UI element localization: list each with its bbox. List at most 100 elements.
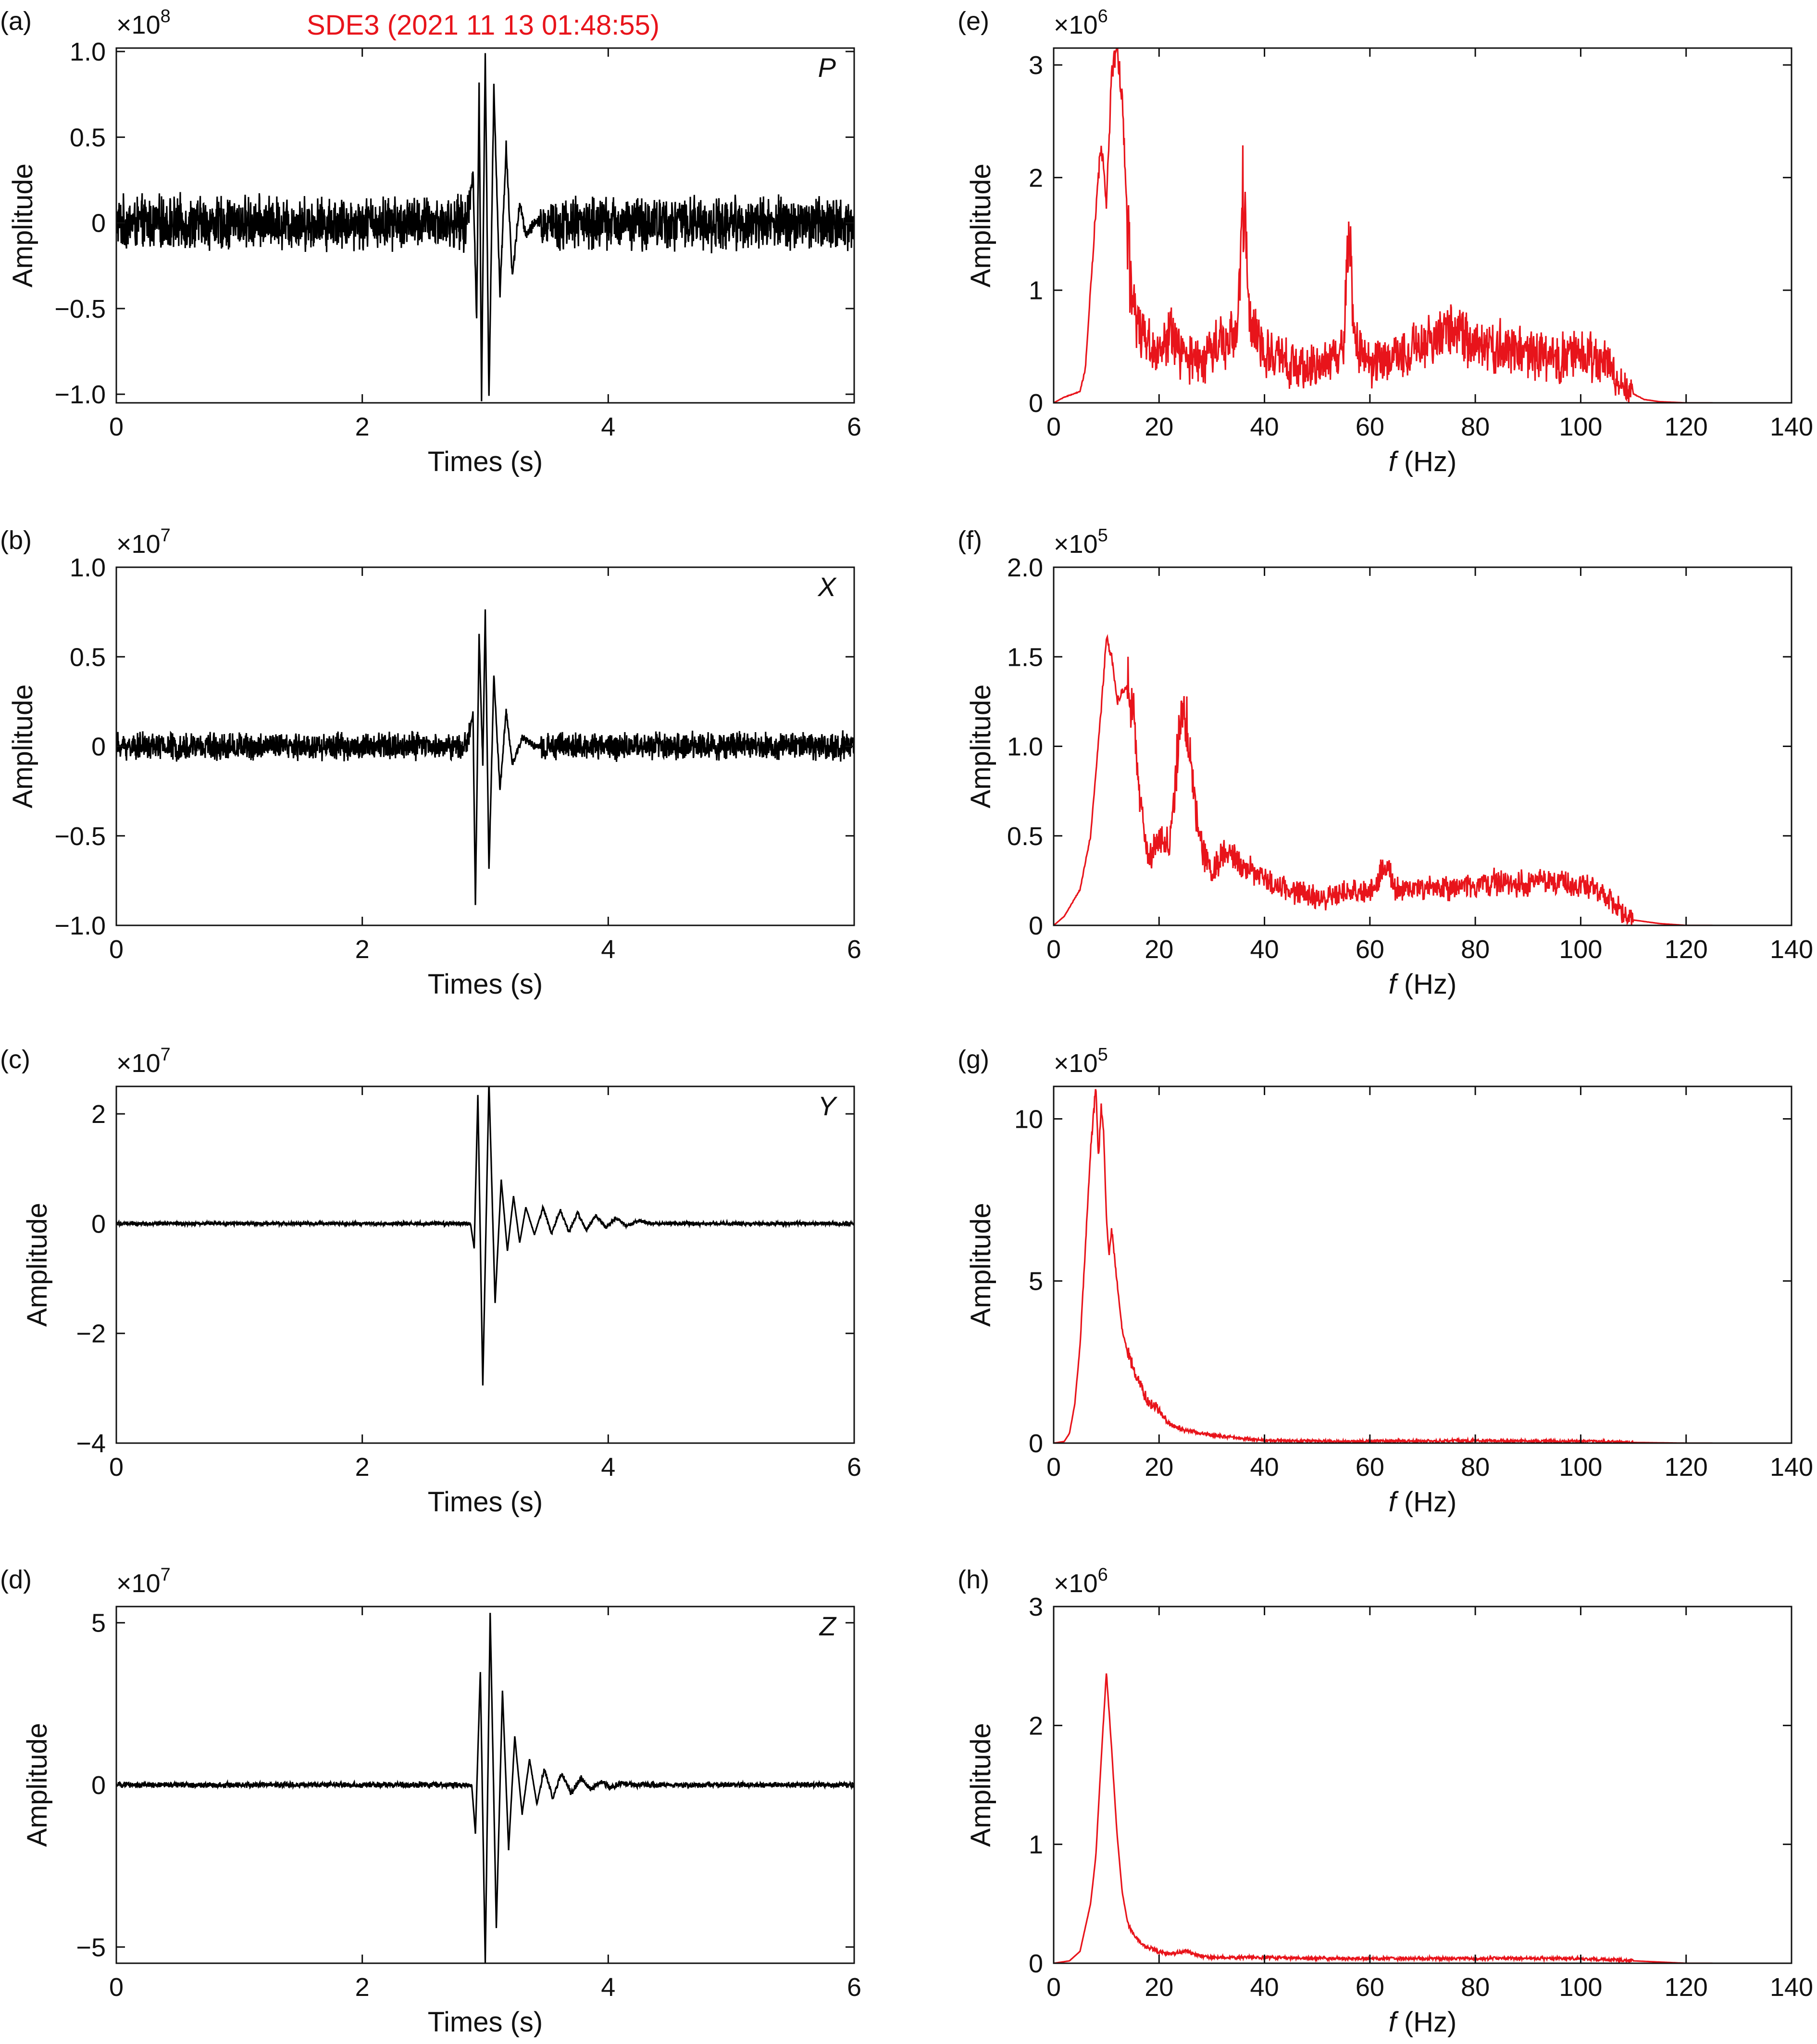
x-tick-label: 80 (1461, 412, 1490, 441)
channel-label: P (818, 52, 836, 83)
panel-e: 0 20 40 60 80 100 120 140 0 1 2 3 f (Hz) Amplitude ×10… (958, 6, 1813, 477)
y-tick-label: 0 (1029, 1949, 1043, 1978)
x-tick-label: 20 (1145, 1453, 1173, 1482)
y-tick-label: 2 (91, 1100, 106, 1129)
y-tick-label: −0.5 (54, 822, 106, 851)
y-tick-label: 3 (1029, 51, 1043, 80)
y-tick-label: 0 (91, 1209, 106, 1238)
panel-label: (f) (958, 526, 982, 555)
x-tick-label: 0 (109, 1453, 124, 1482)
x-tick-label: 140 (1770, 1453, 1813, 1482)
y-tick-label: 1.0 (70, 553, 106, 582)
x-tick-label: 100 (1559, 1453, 1602, 1482)
axis-multiplier: ×107 (116, 1045, 171, 1078)
x-axis-label: f (Hz) (1389, 2007, 1457, 2038)
plot-frame (1053, 1085, 1792, 1444)
x-tick-label: 40 (1250, 935, 1279, 964)
x-tick-label: 120 (1665, 935, 1708, 964)
y-tick-label: 0 (1029, 389, 1043, 418)
x-tick-label: 100 (1559, 412, 1602, 441)
x-axis-label: Times (s) (428, 969, 543, 1000)
y-tick-label: 1.0 (1007, 733, 1043, 761)
y-axis-label: Amplitude (965, 1723, 996, 1847)
panel-b: 0 2 4 6 −1.0 −0.5 0 0.5 1.0 Times (s) Amplitude ×10… (0, 525, 861, 1000)
x-tick-label: 0 (1046, 1973, 1061, 2002)
y-tick-label: −5 (76, 1933, 106, 1962)
y-tick-label: 3 (1029, 1593, 1043, 1621)
y-tick-label: 2 (1029, 163, 1043, 192)
x-tick-label: 100 (1559, 935, 1602, 964)
plot-frame (1053, 566, 1792, 926)
x-tick-label: 80 (1461, 1453, 1490, 1482)
x-axis-label: Times (s) (428, 446, 543, 477)
panel-label: (g) (958, 1045, 989, 1074)
x-tick-label: 2 (355, 935, 370, 964)
x-tick-label: 60 (1356, 412, 1384, 441)
y-axis-label: Amplitude (22, 1723, 53, 1847)
x-tick-label: 4 (601, 1973, 615, 2002)
y-tick-label: 0 (91, 209, 106, 238)
y-tick-label: 10 (1014, 1105, 1043, 1134)
x-tick-label: 120 (1665, 1453, 1708, 1482)
y-axis-label: Amplitude (965, 1203, 996, 1327)
x-axis-label: f (Hz) (1389, 1486, 1457, 1518)
y-tick-label: −1.0 (54, 911, 106, 940)
panel-label: (b) (0, 526, 32, 555)
x-tick-label: 4 (601, 412, 615, 441)
panel-label: (d) (0, 1565, 32, 1594)
series-line (1054, 1089, 1713, 1443)
axis-multiplier: ×107 (116, 525, 171, 559)
x-tick-label: 60 (1356, 1453, 1384, 1482)
series-line (116, 1613, 854, 1963)
y-tick-label: 0 (1029, 911, 1043, 940)
axis-multiplier: ×108 (116, 6, 171, 39)
x-tick-label: 0 (109, 1973, 124, 2002)
series-line (1054, 48, 1713, 403)
plot-frame (115, 47, 855, 404)
x-tick-label: 60 (1356, 935, 1384, 964)
x-tick-label: 6 (847, 1973, 861, 2002)
x-tick-label: 80 (1461, 1973, 1490, 2002)
x-tick-label: 140 (1770, 935, 1813, 964)
x-tick-label: 4 (601, 1453, 615, 1482)
y-axis-label: Amplitude (965, 685, 996, 809)
plot-frame (1053, 1606, 1792, 1964)
y-tick-label: −1.0 (54, 380, 106, 409)
x-tick-label: 20 (1145, 1973, 1173, 2002)
panel-g: 0 20 40 60 80 100 120 140 0 5 10 f (Hz) Amplitude ×10… (958, 1045, 1813, 1518)
y-tick-label: −2 (76, 1320, 106, 1348)
x-tick-label: 2 (355, 1453, 370, 1482)
y-tick-label: 0 (91, 733, 106, 761)
y-tick-label: 5 (1029, 1267, 1043, 1296)
y-tick-label: 1 (1029, 276, 1043, 305)
x-tick-label: 100 (1559, 1973, 1602, 2002)
y-axis-label: Amplitude (22, 1203, 53, 1327)
figure-title: SDE3 (2021 11 13 01:48:55) (307, 10, 660, 41)
x-tick-label: 60 (1356, 1973, 1384, 2002)
channel-label: Y (818, 1091, 838, 1121)
panel-h: 0 20 40 60 80 100 120 140 0 1 2 3 f (Hz) Amplitude ×10… (958, 1565, 1813, 2038)
y-tick-label: 0.5 (70, 123, 106, 152)
x-tick-label: 40 (1250, 412, 1279, 441)
channel-label: Z (819, 1611, 837, 1641)
x-tick-label: 20 (1145, 935, 1173, 964)
y-tick-label: 0.5 (1007, 822, 1043, 851)
x-tick-label: 6 (847, 412, 861, 441)
series-line (116, 53, 854, 401)
axis-multiplier: ×106 (1054, 6, 1108, 39)
panel-label: (c) (0, 1045, 30, 1074)
x-tick-label: 4 (601, 935, 615, 964)
panels-group: 0 2 4 6 −1.0 −0.5 0 0.5 1.0 Times (s) Amplitude ×10… (0, 6, 1813, 2038)
y-axis-label: Amplitude (7, 685, 38, 809)
x-tick-label: 0 (109, 935, 124, 964)
x-tick-label: 80 (1461, 935, 1490, 964)
y-tick-label: −4 (76, 1429, 106, 1458)
x-axis-label: Times (s) (428, 1486, 543, 1518)
panel-label: (h) (958, 1565, 989, 1594)
axis-multiplier: ×105 (1054, 525, 1108, 559)
x-tick-label: 0 (1046, 412, 1061, 441)
y-axis-label: Amplitude (7, 163, 38, 287)
x-tick-label: 6 (847, 1453, 861, 1482)
panel-a: 0 2 4 6 −1.0 −0.5 0 0.5 1.0 Times (s) Amplitude ×10… (0, 6, 861, 477)
